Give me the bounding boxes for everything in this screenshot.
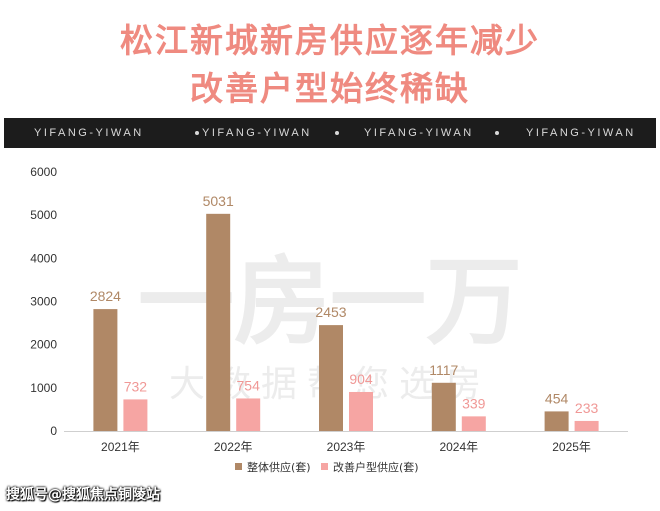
- bar-improvement-supply: [236, 398, 261, 431]
- bar-total-supply: [93, 309, 118, 431]
- data-label: 5031: [203, 193, 234, 209]
- y-tick-label: 1000: [30, 381, 57, 395]
- data-label: 2824: [90, 288, 121, 304]
- bar-total-supply: [431, 382, 456, 431]
- bar-total-supply: [544, 411, 569, 431]
- y-tick-label: 4000: [30, 251, 57, 265]
- x-tick-label: 2022年: [214, 440, 253, 454]
- y-tick-label: 3000: [30, 295, 57, 309]
- data-label: 904: [349, 371, 373, 387]
- chart-title-line-2: 改善户型始终稀缺: [190, 69, 470, 108]
- data-label: 754: [237, 377, 261, 393]
- legend-label-improvement: 改善户型供应(套): [333, 460, 419, 474]
- x-tick-label: 2025年: [552, 440, 591, 454]
- data-label: 1117: [429, 362, 458, 378]
- banner-text: YIFANG-YIWAN: [34, 127, 144, 139]
- data-label: 233: [575, 400, 599, 416]
- banner-text: YIFANG-YIWAN: [526, 127, 636, 139]
- x-tick-label: 2023年: [327, 440, 366, 454]
- data-label: 732: [124, 378, 148, 394]
- bar-improvement-supply: [574, 420, 599, 431]
- watermark-banner: YIFANG-YIWAN YIFANG-YIWAN YIFANG-YIWAN Y…: [4, 118, 656, 148]
- bar-chart: 一房一万 大数据帮您选房 010002000300040005000600020…: [30, 165, 628, 474]
- x-tick-label: 2024年: [439, 440, 478, 454]
- x-tick-label: 2021年: [101, 440, 140, 454]
- bar-total-supply: [206, 213, 231, 431]
- chart-title-line-1: 松江新城新房供应逐年减少: [120, 21, 540, 60]
- bar-improvement-supply: [349, 391, 373, 431]
- legend-swatch-total: [235, 463, 242, 470]
- bar-total-supply: [319, 325, 343, 431]
- banner-dot: [495, 131, 499, 135]
- legend-label-total: 整体供应(套): [247, 460, 311, 474]
- legend-swatch-improvement: [321, 463, 328, 470]
- data-label: 2453: [315, 304, 346, 320]
- data-label: 454: [545, 390, 569, 406]
- y-tick-label: 0: [50, 424, 57, 438]
- y-tick-label: 2000: [30, 338, 57, 352]
- source-footer: 搜狐号@搜狐焦点铜陵站: [6, 487, 160, 503]
- y-tick-label: 6000: [30, 165, 57, 179]
- y-tick-label: 5000: [30, 208, 57, 222]
- data-label: 339: [462, 395, 486, 411]
- banner-dot: [195, 131, 199, 135]
- banner-dot: [335, 131, 339, 135]
- bar-improvement-supply: [461, 416, 486, 431]
- bar-improvement-supply: [123, 399, 148, 431]
- banner-text: YIFANG-YIWAN: [364, 127, 474, 139]
- banner-text: YIFANG-YIWAN: [202, 127, 312, 139]
